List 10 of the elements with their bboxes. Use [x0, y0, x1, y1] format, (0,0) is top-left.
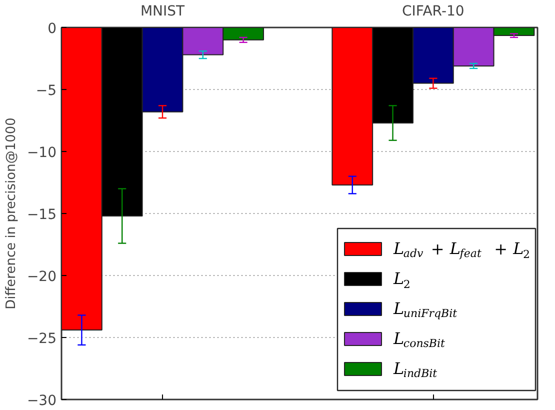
- y-tick-label: 0: [48, 21, 57, 37]
- y-tick-label: −20: [26, 269, 56, 285]
- y-tick-label: −10: [26, 145, 56, 161]
- y-axis-title: Difference in precision@1000: [4, 118, 19, 310]
- x-tick-label: CIFAR-10: [402, 4, 464, 20]
- y-tick-label: −5: [36, 83, 57, 99]
- y-tick-label: −25: [26, 331, 56, 347]
- y-tick-label: −30: [26, 393, 56, 409]
- x-tick-label: MNIST: [140, 4, 186, 20]
- y-tick-label: −15: [26, 207, 56, 223]
